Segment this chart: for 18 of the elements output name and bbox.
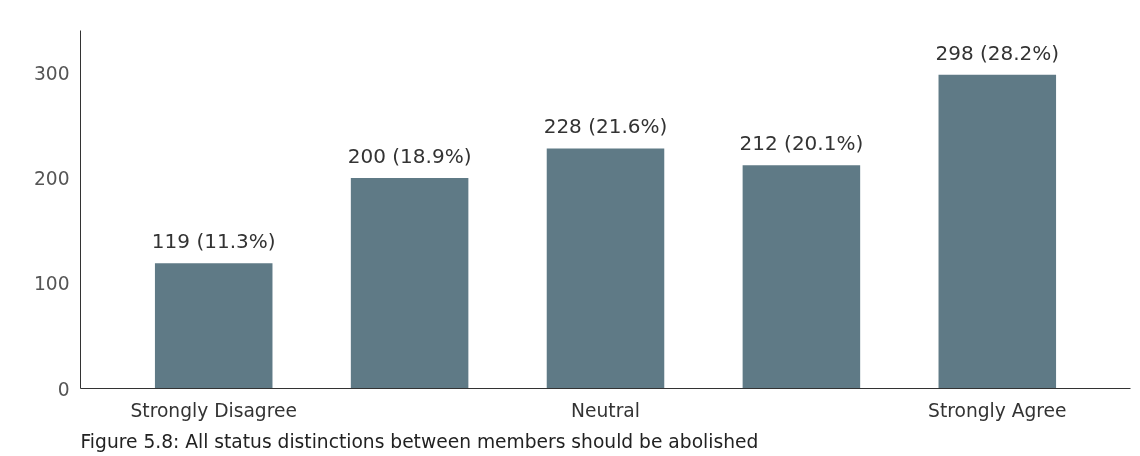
bar [154, 263, 273, 389]
x-tick-label: Strongly Disagree [130, 399, 297, 421]
data-label: 298 (28.2%) [935, 40, 1060, 65]
bar [350, 177, 469, 389]
x-tick-label: Strongly Agree [928, 399, 1067, 421]
y-tick-label: 200 [33, 167, 70, 189]
bar [938, 74, 1057, 389]
data-label: 119 (11.3%) [151, 229, 276, 254]
data-label: 200 (18.9%) [347, 143, 472, 168]
data-label: 228 (21.6%) [543, 114, 668, 139]
y-tick-label: 0 [57, 378, 70, 400]
bar [546, 148, 665, 389]
data-label: 212 (20.1%) [739, 131, 864, 156]
caption: Figure 5.8: All status distinctions between members should be abolished [80, 430, 759, 452]
bar [742, 165, 861, 389]
y-tick-label: 300 [33, 62, 70, 84]
y-tick-label: 100 [33, 273, 70, 295]
x-tick-label: Neutral [571, 399, 640, 421]
